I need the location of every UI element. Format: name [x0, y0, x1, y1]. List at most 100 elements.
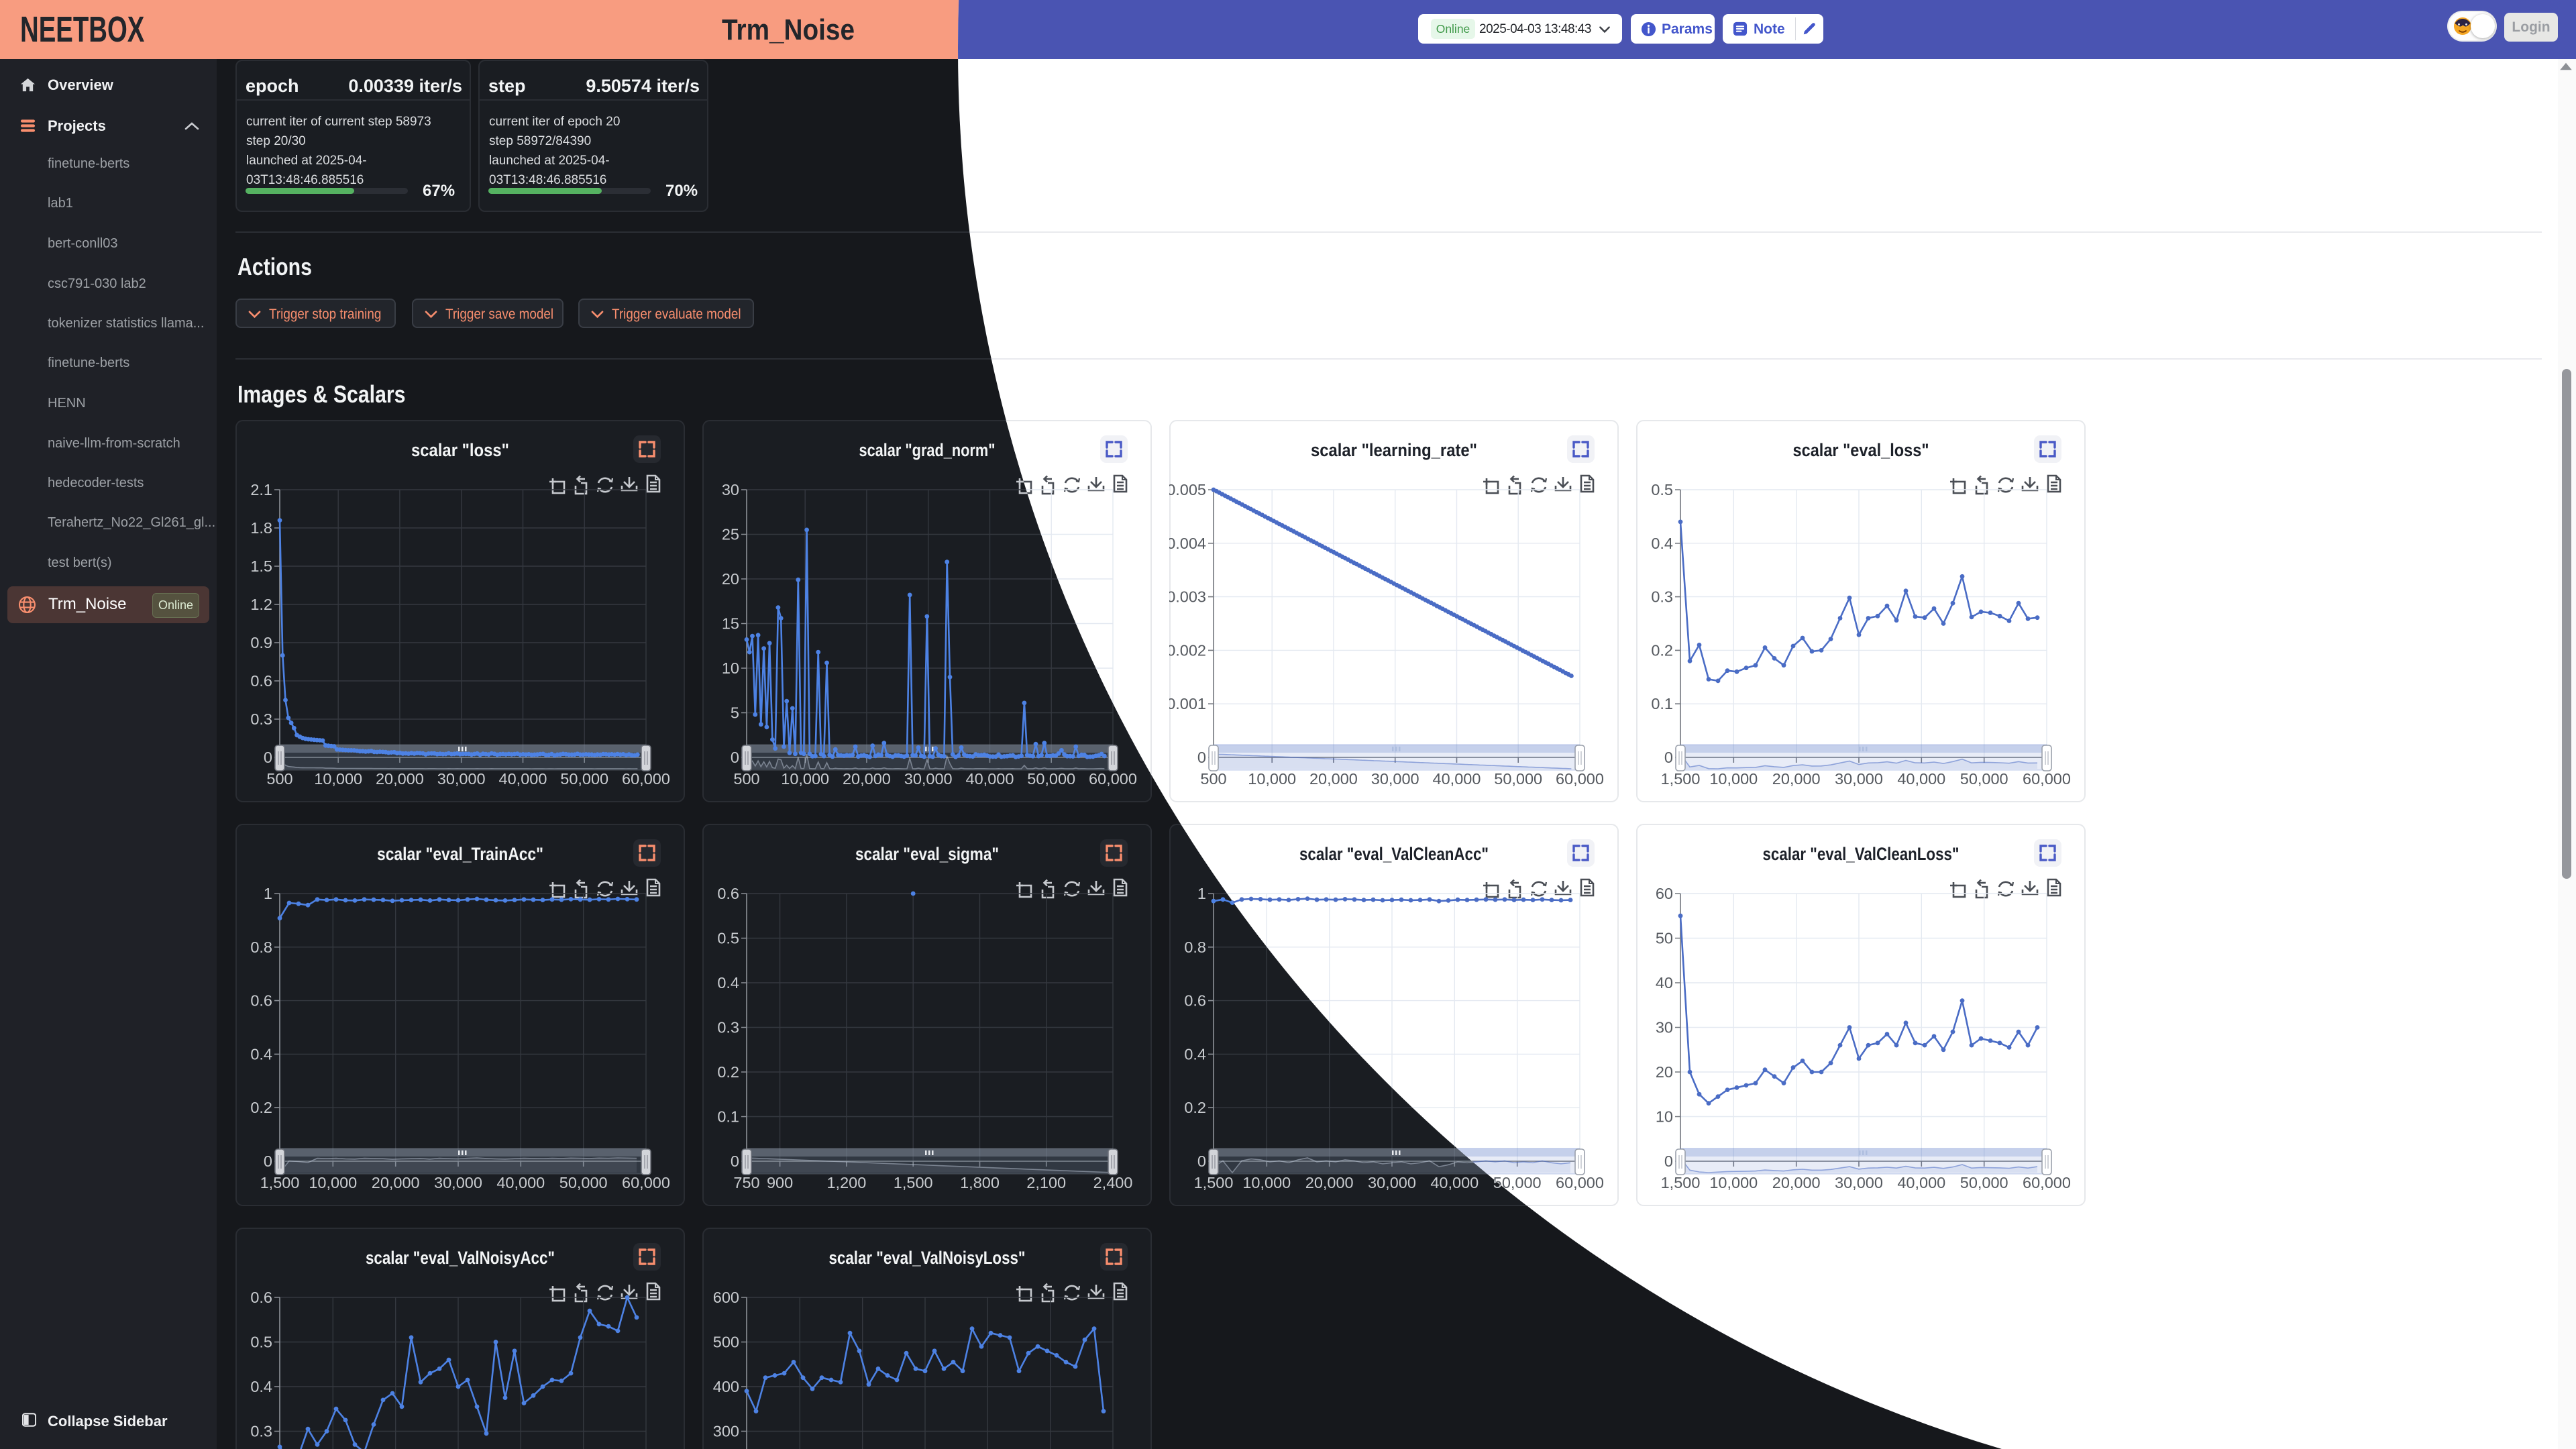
svg-text:10: 10	[722, 659, 739, 677]
svg-text:0.2: 0.2	[250, 1099, 272, 1116]
svg-text:50,000: 50,000	[1494, 770, 1542, 788]
svg-text:0.6: 0.6	[250, 672, 272, 690]
svg-text:0.1: 0.1	[717, 1108, 739, 1126]
svg-text:50,000: 50,000	[559, 1174, 608, 1191]
svg-text:0: 0	[1197, 1152, 1206, 1170]
svg-text:60,000: 60,000	[1089, 770, 1137, 788]
svg-text:500: 500	[713, 1334, 739, 1351]
svg-text:0: 0	[1664, 749, 1673, 766]
svg-text:20,000: 20,000	[1309, 770, 1358, 788]
svg-text:scalar "learning_rate": scalar "learning_rate"	[1311, 440, 1477, 460]
svg-text:scalar "grad_norm": scalar "grad_norm"	[859, 440, 996, 460]
svg-text:60,000: 60,000	[2023, 1174, 2071, 1191]
svg-text:scalar "loss": scalar "loss"	[411, 440, 509, 460]
svg-text:0.2: 0.2	[1651, 641, 1673, 659]
svg-text:scalar "eval_sigma": scalar "eval_sigma"	[855, 844, 999, 864]
svg-text:10,000: 10,000	[781, 770, 829, 788]
svg-text:30,000: 30,000	[1835, 770, 1883, 788]
svg-text:30,000: 30,000	[1371, 770, 1419, 788]
svg-text:10,000: 10,000	[1248, 770, 1296, 788]
svg-text:10,000: 10,000	[309, 1174, 357, 1191]
svg-text:60,000: 60,000	[2023, 770, 2071, 788]
svg-text:0.003: 0.003	[1169, 588, 1206, 606]
svg-text:0.4: 0.4	[717, 974, 739, 991]
svg-text:0.3: 0.3	[1651, 588, 1673, 606]
svg-text:1,500: 1,500	[894, 1174, 933, 1191]
svg-text:20,000: 20,000	[1772, 770, 1821, 788]
svg-text:50: 50	[1656, 930, 1673, 947]
svg-text:0.001: 0.001	[1169, 695, 1206, 712]
svg-text:scalar "eval_loss": scalar "eval_loss"	[1793, 440, 1929, 460]
svg-text:1,800: 1,800	[960, 1174, 1000, 1191]
svg-text:2.1: 2.1	[250, 481, 272, 498]
svg-text:0.5: 0.5	[1651, 481, 1673, 498]
svg-text:0: 0	[731, 1152, 739, 1170]
svg-text:0.2: 0.2	[1184, 1099, 1206, 1116]
svg-text:1.5: 1.5	[250, 557, 272, 575]
svg-text:1,500: 1,500	[260, 1174, 300, 1191]
svg-text:30: 30	[722, 481, 739, 498]
svg-text:0.4: 0.4	[1184, 1045, 1206, 1063]
svg-text:30,000: 30,000	[904, 770, 953, 788]
svg-text:1,500: 1,500	[1194, 1174, 1234, 1191]
svg-text:scalar "eval_TrainAcc": scalar "eval_TrainAcc"	[377, 844, 543, 864]
svg-text:20,000: 20,000	[376, 770, 424, 788]
svg-text:10,000: 10,000	[1242, 1174, 1291, 1191]
svg-text:0.5: 0.5	[250, 1334, 272, 1351]
svg-text:15: 15	[722, 615, 739, 633]
svg-text:1,200: 1,200	[826, 1174, 866, 1191]
svg-text:30,000: 30,000	[434, 1174, 482, 1191]
svg-text:20,000: 20,000	[1772, 1174, 1821, 1191]
svg-text:0.4: 0.4	[1651, 535, 1673, 552]
svg-text:1.8: 1.8	[250, 519, 272, 537]
svg-text:25: 25	[722, 526, 739, 543]
svg-text:60,000: 60,000	[622, 770, 670, 788]
svg-text:50,000: 50,000	[1960, 770, 2008, 788]
svg-text:500: 500	[266, 770, 292, 788]
svg-text:500: 500	[733, 770, 759, 788]
svg-text:0.1: 0.1	[1651, 695, 1673, 712]
svg-text:scalar "eval_ValNoisyLoss": scalar "eval_ValNoisyLoss"	[829, 1248, 1026, 1268]
svg-text:1.2: 1.2	[250, 596, 272, 613]
svg-text:10,000: 10,000	[1709, 770, 1758, 788]
svg-text:10: 10	[1656, 1108, 1673, 1126]
svg-text:10,000: 10,000	[314, 770, 362, 788]
svg-text:0.3: 0.3	[717, 1019, 739, 1036]
svg-text:30,000: 30,000	[437, 770, 486, 788]
svg-text:750: 750	[733, 1174, 759, 1191]
svg-text:50,000: 50,000	[560, 770, 608, 788]
svg-text:0.2: 0.2	[717, 1063, 739, 1081]
svg-text:40,000: 40,000	[1897, 1174, 1945, 1191]
svg-text:1,500: 1,500	[1661, 770, 1701, 788]
svg-text:40,000: 40,000	[1433, 770, 1481, 788]
svg-text:0.6: 0.6	[717, 885, 739, 902]
svg-text:0.8: 0.8	[250, 938, 272, 956]
svg-text:0.4: 0.4	[250, 1378, 272, 1395]
svg-text:40,000: 40,000	[966, 770, 1014, 788]
svg-text:60,000: 60,000	[622, 1174, 670, 1191]
svg-text:2,100: 2,100	[1026, 1174, 1066, 1191]
svg-text:300: 300	[713, 1423, 739, 1440]
svg-text:0: 0	[264, 749, 272, 766]
svg-text:scalar "eval_ValCleanAcc": scalar "eval_ValCleanAcc"	[1299, 844, 1489, 864]
svg-text:20,000: 20,000	[372, 1174, 420, 1191]
svg-text:5: 5	[731, 704, 739, 722]
svg-text:30,000: 30,000	[1835, 1174, 1883, 1191]
svg-text:50,000: 50,000	[1027, 770, 1075, 788]
svg-text:0.3: 0.3	[250, 710, 272, 728]
svg-text:2,400: 2,400	[1093, 1174, 1133, 1191]
svg-text:40,000: 40,000	[499, 770, 547, 788]
svg-text:0.6: 0.6	[250, 992, 272, 1010]
svg-text:0: 0	[1197, 749, 1206, 766]
svg-text:500: 500	[1200, 770, 1226, 788]
svg-text:1: 1	[264, 885, 272, 902]
svg-text:0: 0	[731, 749, 739, 766]
svg-text:60,000: 60,000	[1556, 1174, 1604, 1191]
svg-text:900: 900	[767, 1174, 793, 1191]
svg-text:scalar "eval_ValNoisyAcc": scalar "eval_ValNoisyAcc"	[366, 1248, 555, 1268]
svg-text:40: 40	[1656, 974, 1673, 991]
svg-text:0.3: 0.3	[250, 1423, 272, 1440]
svg-text:0.002: 0.002	[1169, 641, 1206, 659]
svg-text:10,000: 10,000	[1709, 1174, 1758, 1191]
svg-text:0.4: 0.4	[250, 1045, 272, 1063]
